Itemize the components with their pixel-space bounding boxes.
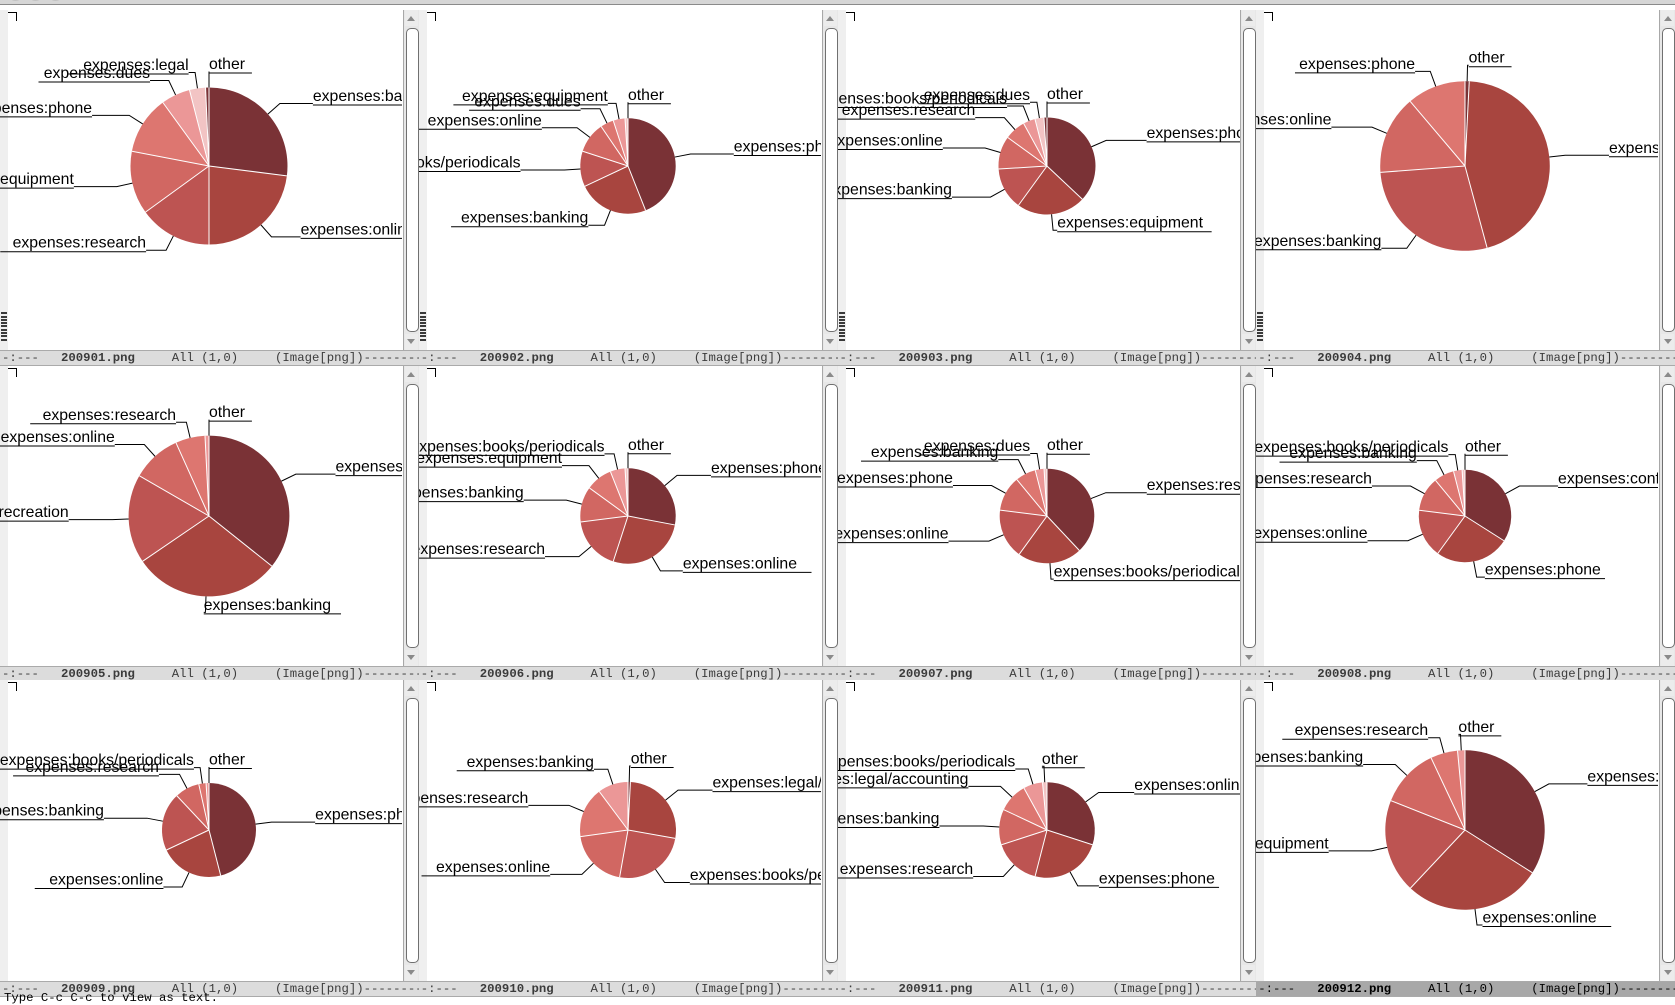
- svg-text:expenses:research: expenses:research: [1609, 140, 1658, 157]
- svg-text:other: other: [1469, 50, 1505, 67]
- svg-text:expenses:phone: expenses:phone: [1588, 768, 1659, 785]
- svg-text:expenses:online: expenses:online: [1, 429, 115, 446]
- svg-text:expenses:conference: expenses:conference: [1558, 471, 1658, 488]
- svg-text:expenses:online: expenses:online: [1134, 777, 1240, 794]
- svg-text:expenses:research: expenses:research: [419, 790, 528, 807]
- svg-text:expenses:banking: expenses:banking: [419, 485, 524, 502]
- svg-text:expenses:equipment: expenses:equipment: [0, 171, 74, 188]
- svg-text:expenses:research: expenses:research: [1146, 477, 1239, 494]
- svg-text:expenses:banking: expenses:banking: [313, 88, 402, 105]
- svg-text:expenses:banking: expenses:banking: [838, 182, 952, 199]
- svg-text:expenses:legal/accounting: expenses:legal/accounting: [712, 775, 821, 792]
- svg-text:expenses:books/periodicals: expenses:books/periodicals: [0, 752, 194, 769]
- svg-text:expenses:online: expenses:online: [838, 526, 949, 543]
- svg-text:expenses:dues: expenses:dues: [923, 438, 1029, 455]
- svg-text:expenses:online: expenses:online: [683, 555, 797, 572]
- svg-text:other: other: [1465, 438, 1501, 455]
- svg-text:expenses:dues: expenses:dues: [923, 87, 1029, 104]
- svg-text:expenses:online: expenses:online: [301, 221, 402, 238]
- svg-text:expenses:online: expenses:online: [838, 133, 943, 150]
- svg-text:expenses:research: expenses:research: [839, 861, 972, 878]
- svg-text:expenses:online: expenses:online: [427, 112, 541, 129]
- svg-text:expenses:legal: expenses:legal: [83, 57, 188, 74]
- svg-text:other: other: [628, 87, 664, 104]
- svg-text:expenses:research: expenses:research: [1295, 722, 1428, 739]
- svg-text:expenses:phone: expenses:phone: [336, 459, 403, 476]
- svg-text:other: other: [209, 752, 245, 769]
- svg-text:expenses:equipment: expenses:equipment: [462, 88, 608, 105]
- svg-text:expenses:books/periodicals: expenses:books/periodicals: [1256, 439, 1448, 456]
- svg-text:expenses:banking: expenses:banking: [838, 810, 939, 827]
- svg-text:expenses:online: expenses:online: [1256, 525, 1368, 542]
- svg-text:expenses:online: expenses:online: [436, 859, 550, 876]
- svg-text:expenses:books/periodicals: expenses:books/periodicals: [838, 754, 1015, 771]
- svg-text:expenses:banking: expenses:banking: [1256, 749, 1363, 766]
- svg-text:expenses:recreation: expenses:recreation: [0, 504, 69, 521]
- svg-text:expenses:phone: expenses:phone: [734, 139, 821, 156]
- svg-text:expenses:phone: expenses:phone: [1485, 562, 1601, 579]
- svg-text:expenses:books/periodicals: expenses:books/periodicals: [690, 867, 821, 884]
- svg-text:expenses:phone: expenses:phone: [315, 807, 402, 824]
- svg-text:other: other: [209, 56, 245, 73]
- svg-text:expenses:phone: expenses:phone: [1146, 125, 1239, 142]
- svg-text:expenses:equipment: expenses:equipment: [1057, 215, 1203, 232]
- svg-text:expenses:banking: expenses:banking: [204, 597, 331, 614]
- svg-text:expenses:banking: expenses:banking: [1256, 233, 1381, 250]
- svg-text:expenses:phone: expenses:phone: [1299, 56, 1415, 73]
- svg-text:other: other: [630, 751, 666, 768]
- svg-text:expenses:online: expenses:online: [1256, 112, 1332, 129]
- svg-text:other: other: [1459, 719, 1495, 736]
- svg-text:expenses:books/periodicals: expenses:books/periodicals: [419, 155, 521, 172]
- svg-text:expenses:research: expenses:research: [43, 407, 176, 424]
- svg-text:expenses:phone: expenses:phone: [0, 100, 92, 117]
- svg-text:expenses:legal/accounting: expenses:legal/accounting: [838, 771, 968, 788]
- svg-text:expenses:banking: expenses:banking: [461, 210, 588, 227]
- svg-text:expenses:phone: expenses:phone: [711, 460, 821, 477]
- svg-text:other: other: [1041, 751, 1077, 768]
- svg-text:expenses:books/periodicals: expenses:books/periodicals: [1053, 564, 1239, 581]
- svg-text:expenses:phone: expenses:phone: [838, 470, 953, 487]
- svg-text:other: other: [1047, 86, 1083, 103]
- svg-text:expenses:online: expenses:online: [49, 872, 163, 889]
- svg-text:expenses:phone: expenses:phone: [1098, 870, 1214, 887]
- svg-text:expenses:research: expenses:research: [13, 235, 146, 252]
- svg-text:expenses:research: expenses:research: [419, 541, 545, 558]
- svg-text:other: other: [1047, 437, 1083, 454]
- svg-text:expenses:online: expenses:online: [1483, 909, 1597, 926]
- svg-text:other: other: [209, 404, 245, 421]
- svg-text:expenses:equipment: expenses:equipment: [1256, 835, 1329, 852]
- svg-text:expenses:research: expenses:research: [1256, 471, 1372, 488]
- svg-text:expenses:books/periodicals: expenses:books/periodicals: [419, 438, 605, 455]
- svg-text:other: other: [628, 437, 664, 454]
- svg-text:expenses:banking: expenses:banking: [466, 754, 593, 771]
- svg-text:expenses:banking: expenses:banking: [0, 803, 104, 820]
